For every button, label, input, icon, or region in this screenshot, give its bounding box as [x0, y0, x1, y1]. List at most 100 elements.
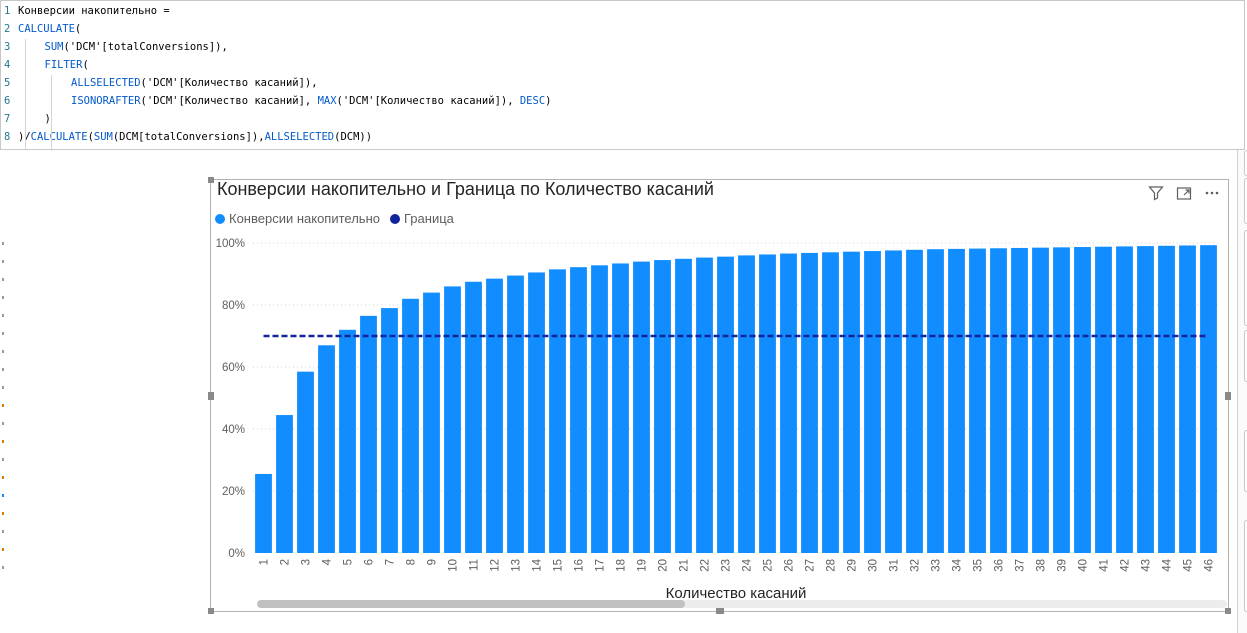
x-tick-label: 16: [574, 559, 586, 572]
code-token: )/: [18, 131, 31, 143]
x-tick-label: 32: [910, 559, 922, 572]
code-line: 7): [1, 110, 51, 128]
bar: [591, 265, 608, 553]
scrollbar-thumb[interactable]: [257, 600, 685, 608]
x-tick-label: 44: [1162, 558, 1174, 571]
bar: [843, 251, 860, 553]
resize-handle[interactable]: [208, 392, 214, 400]
line-number: 8: [4, 131, 11, 143]
x-tick-label: 22: [700, 559, 712, 572]
bar: [969, 248, 986, 553]
bar: [507, 275, 524, 553]
y-tick-label: 80%: [222, 300, 245, 312]
bar: [297, 371, 314, 553]
x-tick-label: 23: [721, 559, 733, 572]
indent-guide: [51, 75, 52, 151]
line-number: 5: [4, 77, 11, 89]
focus-mode-icon[interactable]: [1174, 184, 1194, 202]
resize-handle[interactable]: [1225, 608, 1231, 614]
x-tick-label: 12: [490, 559, 502, 572]
y-tick-label: 0%: [228, 548, 245, 560]
x-tick-label: 31: [889, 559, 901, 572]
dax-formula-editor[interactable]: 1 Конверсии накопительно = 2 CALCULATE(3 SUM…: [0, 0, 1245, 151]
horizontal-scrollbar[interactable]: [257, 600, 1227, 608]
x-tick-label: 8: [406, 559, 418, 565]
code-token: (DCM[totalConversions]),: [112, 131, 265, 143]
x-tick-label: 20: [658, 559, 670, 572]
code-text: ALLSELECTED('DCM'[Количество касаний]),: [71, 77, 318, 89]
code-text: CALCULATE(: [18, 23, 81, 35]
code-text: )/CALCULATE(SUM(DCM[totalConversions]),A…: [18, 131, 372, 143]
legend-item[interactable]: Граница: [390, 211, 454, 226]
resize-handle[interactable]: [208, 177, 214, 183]
code-token: ('DCM'[Количество касаний]),: [140, 77, 318, 89]
bar: [738, 255, 755, 553]
x-tick-label: 34: [952, 558, 964, 571]
x-tick-label: 14: [532, 558, 544, 571]
x-tick-label: 1: [259, 559, 271, 565]
bar: [612, 263, 629, 553]
bar: [822, 252, 839, 554]
code-token: ): [44, 113, 51, 125]
code-token: (: [74, 23, 82, 35]
bar: [1200, 245, 1217, 554]
x-tick-label: 39: [1057, 559, 1069, 572]
bar: [402, 298, 419, 553]
bar: [1158, 245, 1175, 553]
x-tick-label: 13: [511, 559, 523, 572]
x-tick-label: 46: [1204, 559, 1216, 572]
bar: [339, 329, 356, 553]
y-tick-label: 100%: [216, 238, 245, 250]
bar: [759, 254, 776, 553]
line-number: 1: [4, 5, 11, 17]
bar: [423, 292, 440, 553]
dax-function-token: CALCULATE: [30, 131, 88, 143]
bar: [318, 345, 335, 553]
more-options-icon[interactable]: [1202, 184, 1222, 202]
bar: [927, 249, 944, 553]
x-tick-label: 37: [1015, 559, 1027, 572]
bar: [549, 269, 566, 553]
bar: [570, 267, 587, 553]
code-line: 5 ALLSELECTED('DCM'[Количество касаний]),: [1, 74, 318, 92]
code-line: 4 FILTER(: [1, 56, 89, 74]
code-text: ISONORAFTER('DCM'[Количество касаний], M…: [71, 95, 551, 107]
bar: [1074, 247, 1091, 553]
x-tick-label: 29: [847, 559, 859, 572]
chart-plot: 0%20%40%60%80%100%1 2 3 4 5 6 7 8 9 10 11 12 13 14 15 1…: [216, 238, 1219, 602]
filter-icon[interactable]: [1146, 184, 1166, 202]
bar: [1032, 247, 1049, 553]
bar: [1179, 245, 1196, 553]
code-token: (: [82, 59, 89, 71]
chart-visual[interactable]: Конверсии накопительно и Граница по Коли…: [208, 177, 1231, 614]
bar: [276, 415, 293, 553]
x-tick-label: 35: [973, 559, 985, 572]
bar: [444, 286, 461, 553]
bar: [381, 308, 398, 553]
legend-label: Граница: [404, 211, 454, 226]
resize-handle[interactable]: [208, 608, 214, 614]
visual-header: [1146, 184, 1222, 202]
code-token: ): [545, 95, 552, 107]
bar: [801, 252, 818, 554]
x-tick-label: 11: [469, 559, 481, 571]
legend-marker: [390, 213, 400, 224]
x-tick-label: 9: [427, 559, 439, 565]
x-tick-label: 41: [1099, 559, 1111, 572]
legend-label: Конверсии накопительно: [229, 211, 380, 226]
legend-item[interactable]: Конверсии накопительно: [215, 211, 380, 226]
y-tick-label: 20%: [222, 486, 245, 498]
legend-marker: [215, 213, 225, 224]
resize-handle[interactable]: [716, 608, 724, 614]
code-line: 8 )/CALCULATE(SUM(DCM[totalConversions]),…: [1, 128, 372, 146]
x-tick-label: 42: [1120, 559, 1132, 572]
code-token: (: [87, 131, 94, 143]
x-tick-label: 19: [637, 559, 649, 572]
x-tick-label: 5: [343, 559, 355, 565]
resize-handle[interactable]: [1225, 392, 1231, 400]
chart-title: Конверсии накопительно и Граница по Коли…: [217, 179, 714, 199]
x-tick-label: 26: [784, 559, 796, 572]
dax-function-token: CALCULATE: [18, 23, 75, 35]
dax-function-token: ALLSELECTED: [264, 131, 335, 143]
x-tick-label: 6: [364, 559, 376, 565]
